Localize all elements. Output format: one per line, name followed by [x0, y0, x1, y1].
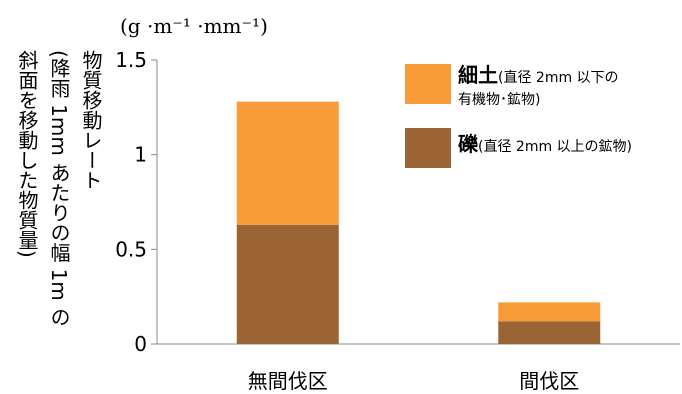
y-axis-label-line-2: (降雨 1mm あたりの幅 1m の [47, 50, 71, 328]
y-axis-label-line-3: 斜面を移動した物質量) [15, 50, 39, 258]
bar-fine-soil [236, 101, 339, 225]
y-axis-label-line-1: 物質移動レート [79, 50, 103, 190]
legend-gravel-name: 礫 [458, 132, 478, 156]
legend-entry-fine-soil: 細土(直径 2mm 以下の 有機物･鉱物) [458, 64, 619, 111]
legend-swatch-fine-soil [405, 64, 451, 104]
legend-entry-gravel: 礫(直径 2mm 以上の鉱物) [458, 133, 632, 158]
legend-fine-soil-name: 細土 [458, 63, 498, 87]
bar-gravel [236, 224, 339, 344]
x-tick-label: 間伐区 [519, 369, 579, 393]
legend-fine-soil-detail-1: (直径 2mm 以下の [498, 70, 619, 86]
y-tick-label: 1.5 [115, 48, 147, 72]
legend-gravel-detail: (直径 2mm 以上の鉱物) [478, 139, 633, 155]
bar-fine-soil [498, 302, 601, 322]
x-tick-label: 無間伐区 [248, 369, 328, 393]
y-tick-label: 0 [134, 332, 147, 356]
y-unit-label: (g ·m⁻¹ ·mm⁻¹) [120, 14, 268, 38]
y-tick-label: 0.5 [115, 237, 147, 261]
bar-gravel [498, 321, 601, 344]
legend-fine-soil-detail-2: 有機物･鉱物) [458, 92, 541, 108]
y-tick-label: 1 [134, 143, 147, 167]
legend-swatch-gravel [405, 128, 451, 168]
